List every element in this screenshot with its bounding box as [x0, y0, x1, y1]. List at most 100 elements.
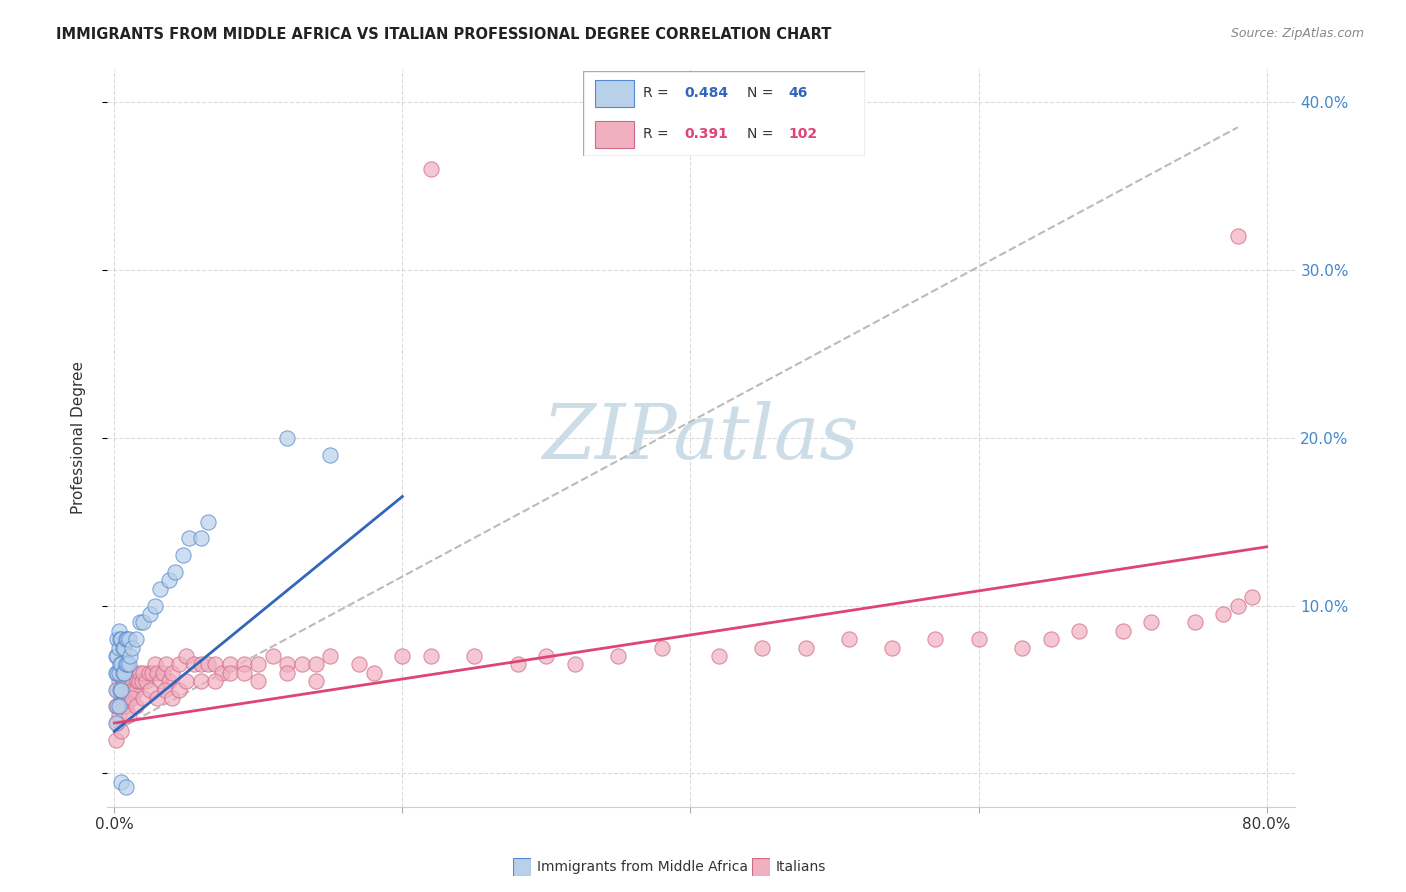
Point	[506, 657, 529, 672]
Text: 0.391: 0.391	[685, 127, 728, 141]
Point	[794, 640, 817, 655]
Text: N =: N =	[747, 87, 773, 101]
Point	[110, 657, 132, 672]
Point	[115, 657, 138, 672]
Point	[122, 682, 145, 697]
Point	[107, 665, 129, 680]
Point	[114, 632, 136, 647]
Point	[112, 665, 135, 680]
Point	[115, 657, 138, 672]
Point	[709, 648, 731, 663]
Text: N =: N =	[747, 127, 773, 141]
Point	[319, 648, 342, 663]
Point	[105, 648, 128, 663]
Point	[1212, 607, 1234, 621]
Point	[276, 665, 298, 680]
Point	[111, 699, 134, 714]
Point	[112, 690, 135, 705]
Point	[125, 632, 148, 647]
Point	[139, 607, 162, 621]
Point	[1241, 590, 1264, 604]
Point	[176, 674, 198, 689]
Point	[112, 640, 135, 655]
Point	[363, 665, 385, 680]
Point	[118, 665, 141, 680]
FancyBboxPatch shape	[752, 858, 770, 876]
Point	[105, 665, 128, 680]
Point	[247, 657, 270, 672]
Point	[190, 657, 212, 672]
Point	[1140, 615, 1163, 630]
Point	[167, 657, 190, 672]
Point	[110, 774, 132, 789]
Point	[146, 690, 169, 705]
Point	[924, 632, 946, 647]
Text: Italians: Italians	[776, 860, 827, 874]
Point	[146, 665, 169, 680]
Point	[1069, 624, 1091, 638]
FancyBboxPatch shape	[595, 120, 634, 147]
Point	[104, 665, 127, 680]
Point	[204, 674, 226, 689]
Text: 0.484: 0.484	[685, 87, 728, 101]
Point	[104, 682, 127, 697]
Point	[118, 707, 141, 722]
Point	[967, 632, 990, 647]
Text: Immigrants from Middle Africa: Immigrants from Middle Africa	[537, 860, 748, 874]
Point	[105, 716, 128, 731]
Point	[121, 674, 143, 689]
Point	[124, 665, 146, 680]
Point	[114, 665, 136, 680]
Point	[125, 682, 148, 697]
Point	[190, 532, 212, 546]
Point	[143, 657, 166, 672]
Point	[105, 632, 128, 647]
FancyBboxPatch shape	[595, 80, 634, 107]
Point	[157, 574, 180, 588]
Point	[155, 657, 177, 672]
Point	[420, 162, 443, 177]
Point	[138, 665, 160, 680]
Point	[104, 732, 127, 747]
Point	[391, 648, 413, 663]
Point	[232, 657, 254, 672]
Point	[111, 674, 134, 689]
Text: 102: 102	[789, 127, 818, 141]
Point	[132, 690, 155, 705]
Y-axis label: Professional Degree: Professional Degree	[72, 361, 86, 515]
Point	[167, 682, 190, 697]
Point	[564, 657, 586, 672]
Point	[125, 699, 148, 714]
Point	[110, 690, 132, 705]
Point	[163, 565, 186, 579]
Point	[347, 657, 370, 672]
Point	[121, 640, 143, 655]
Point	[107, 624, 129, 638]
Point	[110, 724, 132, 739]
Point	[104, 699, 127, 714]
Point	[107, 640, 129, 655]
Point	[135, 674, 157, 689]
Point	[131, 674, 153, 689]
Point	[276, 431, 298, 445]
Point	[197, 657, 219, 672]
Point	[105, 682, 128, 697]
Point	[112, 665, 135, 680]
FancyBboxPatch shape	[513, 858, 531, 876]
Point	[160, 690, 183, 705]
Point	[183, 657, 205, 672]
Point	[179, 532, 201, 546]
Point	[149, 582, 172, 596]
Point	[128, 674, 150, 689]
Point	[290, 657, 312, 672]
Point	[190, 674, 212, 689]
Point	[651, 640, 673, 655]
Point	[108, 665, 131, 680]
Point	[104, 716, 127, 731]
Point	[114, 657, 136, 672]
Point	[110, 657, 132, 672]
Point	[197, 515, 219, 529]
Point	[463, 648, 485, 663]
Point	[882, 640, 904, 655]
Point	[232, 665, 254, 680]
